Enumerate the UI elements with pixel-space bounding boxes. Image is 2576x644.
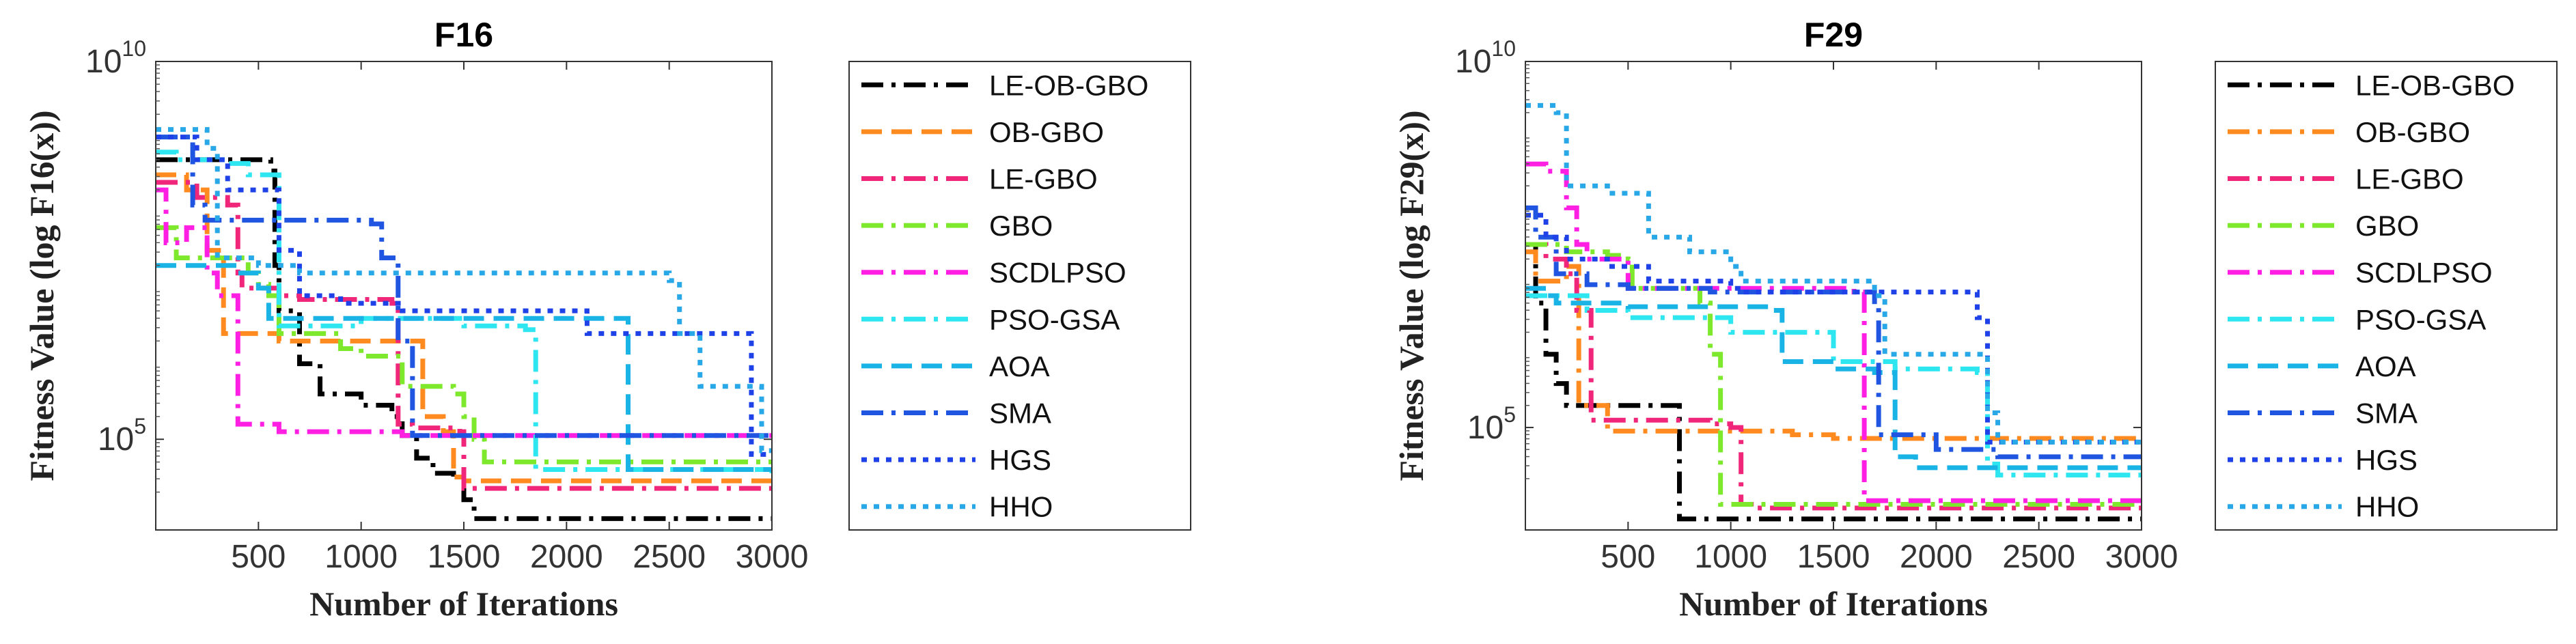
- series-line-sma: [1525, 205, 2142, 460]
- x-tick-label: 1000: [324, 539, 398, 575]
- legend-label-hgs: HGS: [2355, 444, 2418, 476]
- series-line-gbo: [1525, 242, 2142, 507]
- legend-label-scdlpso: SCDLPSO: [2355, 257, 2493, 289]
- series-line-ob-gbo: [156, 172, 772, 484]
- legend-label-scdlpso: SCDLPSO: [989, 257, 1126, 289]
- x-tick-label: 2500: [633, 539, 706, 575]
- series-line-aoa: [1525, 285, 2142, 471]
- series-group: [1525, 102, 2142, 522]
- legend-label-aoa: AOA: [2355, 350, 2416, 382]
- plot-area: [156, 61, 772, 530]
- legend-label-hho: HHO: [2355, 491, 2419, 523]
- legend-label-le-ob-gbo: LE-OB-GBO: [2355, 69, 2515, 101]
- series-line-le-gbo: [156, 180, 772, 496]
- legend-label-le-ob-gbo: LE-OB-GBO: [989, 69, 1148, 101]
- chart-panel-f29: 500 1000 1500 2000 2500 3000 105 1010 F29 Number …: [1392, 16, 2558, 623]
- y-axis-label: Fitness Value (log F29(x)): [1392, 110, 1430, 481]
- x-tick-label: 1500: [428, 539, 501, 575]
- series-line-hgs: [1525, 212, 2142, 445]
- series-line-le-ob-gbo: [1525, 242, 2142, 522]
- x-tick-label: 1500: [1797, 539, 1870, 575]
- legend-label-hho: HHO: [989, 491, 1053, 523]
- x-tick-label: 1000: [1694, 539, 1767, 575]
- y-tick-label: 105: [1467, 402, 1516, 446]
- x-axis-label: Number of Iterations: [309, 585, 618, 623]
- chart-title: F29: [1804, 16, 1863, 54]
- legend-label-pso-gsa: PSO-GSA: [2355, 303, 2486, 335]
- x-axis-label: Number of Iterations: [1679, 585, 1988, 623]
- y-tick-label: 1010: [1455, 36, 1516, 80]
- legend-label-gbo: GBO: [989, 210, 1053, 242]
- series-line-le-ob-gbo: [156, 157, 772, 521]
- legend-label-hgs: HGS: [989, 444, 1051, 476]
- legend-label-sma: SMA: [989, 397, 1051, 430]
- series-line-aoa: [156, 263, 772, 472]
- chart-panel-f16: 500 1000 1500 2000 2500 3000 105 1010 F16 Number …: [23, 16, 1191, 623]
- legend-label-aoa: AOA: [989, 350, 1050, 382]
- y-axis-label: Fitness Value (log F16(x)): [23, 110, 61, 481]
- y-tick-label: 1010: [85, 36, 146, 80]
- legend: LE-OB-GBO OB-GBO LE-GBO GBO SCDLPSO PSO-GSA AO…: [2215, 61, 2558, 531]
- plot-area: [1525, 61, 2142, 530]
- series-line-hgs: [156, 135, 772, 457]
- series-line-sma: [156, 135, 772, 438]
- x-tick-label: 3000: [2105, 539, 2178, 575]
- series-line-hho: [1525, 102, 2142, 445]
- series-line-scdlpso: [156, 187, 772, 438]
- legend-label-pso-gsa: PSO-GSA: [989, 303, 1120, 335]
- legend: LE-OB-GBO OB-GBO LE-GBO GBO SCDLPSO PSO-GSA AO…: [848, 61, 1191, 531]
- chart-title: F16: [434, 16, 493, 54]
- y-tick-label: 105: [98, 414, 146, 458]
- x-tick-label: 2500: [2002, 539, 2075, 575]
- legend-box: [848, 61, 1191, 531]
- series-line-hho: [156, 127, 772, 453]
- legend-label-gbo: GBO: [2355, 210, 2419, 242]
- x-tick-label: 3000: [736, 539, 809, 575]
- x-tick-label: 500: [1601, 539, 1655, 575]
- series-group: [156, 127, 772, 521]
- x-tick-label: 2000: [1900, 539, 1973, 575]
- legend-label-le-gbo: LE-GBO: [2355, 163, 2464, 195]
- legend-label-ob-gbo: OB-GBO: [2355, 116, 2470, 148]
- legend-box: [2215, 61, 2558, 531]
- legend-label-le-gbo: LE-GBO: [989, 163, 1098, 195]
- x-tick-label: 500: [231, 539, 286, 575]
- legend-label-sma: SMA: [2355, 397, 2418, 430]
- legend-label-ob-gbo: OB-GBO: [989, 116, 1104, 148]
- x-tick-label: 2000: [530, 539, 603, 575]
- series-line-ob-gbo: [1525, 249, 2142, 441]
